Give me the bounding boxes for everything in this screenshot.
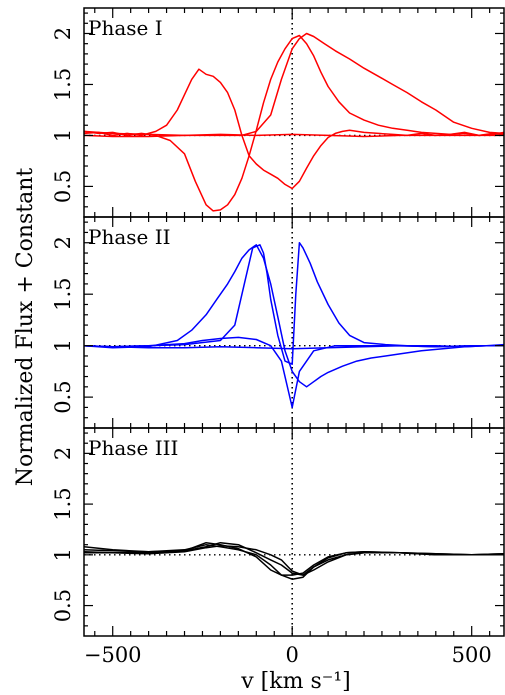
y-tick-label: 1 xyxy=(51,548,75,561)
series-line-3 xyxy=(84,32,504,137)
y-tick-label: 0.5 xyxy=(51,589,75,622)
panels-group: 0.511.52 Phase I0.511.52 Phase II0.511.52 P… xyxy=(51,7,505,667)
series-line-1 xyxy=(84,244,504,388)
y-tick-label: 1 xyxy=(51,339,75,352)
y-axis-label: Normalized Flux + Constant xyxy=(13,168,38,487)
series-line-4 xyxy=(84,544,504,576)
panel-frame xyxy=(83,427,505,637)
y-tick-label: 0.5 xyxy=(51,170,75,203)
series-line-2 xyxy=(84,241,504,365)
y-tick-label: 1.5 xyxy=(51,277,75,310)
panel-label: Phase I xyxy=(88,16,163,40)
panel-3: 0.5 1 1.5 2 Phase III −500 0 500 xyxy=(51,427,505,667)
panel-label: Phase III xyxy=(88,436,178,460)
y-tick-label: 1.5 xyxy=(51,68,75,101)
panel-label: Phase II xyxy=(88,225,171,249)
y-tick-label: 1.5 xyxy=(51,487,75,520)
series-line-2 xyxy=(84,541,504,576)
series-line-2 xyxy=(84,68,504,190)
series-line-4 xyxy=(84,344,504,350)
x-tick-label: −500 xyxy=(84,643,142,667)
panel-1: 0.5 1 1.5 2 Phase I xyxy=(51,7,505,218)
y-tick-label: 2 xyxy=(51,236,75,249)
y-tick-label: 0.5 xyxy=(51,380,75,413)
series-group xyxy=(84,241,504,409)
series-group xyxy=(84,32,504,212)
y-tick-label: 2 xyxy=(51,27,75,40)
y-tick-label: 2 xyxy=(51,447,75,460)
series-line-3 xyxy=(84,541,504,576)
series-line-4 xyxy=(84,133,504,138)
panel-2: 0.5 1 1.5 2 Phase II xyxy=(51,216,505,429)
x-axis-label: v [km s⁻¹] xyxy=(240,669,351,694)
series-line-1 xyxy=(84,34,504,212)
series-group xyxy=(84,541,504,580)
x-tick-label: 0 xyxy=(286,643,299,667)
x-tick-label: 500 xyxy=(452,643,492,667)
y-tick-label: 1 xyxy=(51,129,75,142)
